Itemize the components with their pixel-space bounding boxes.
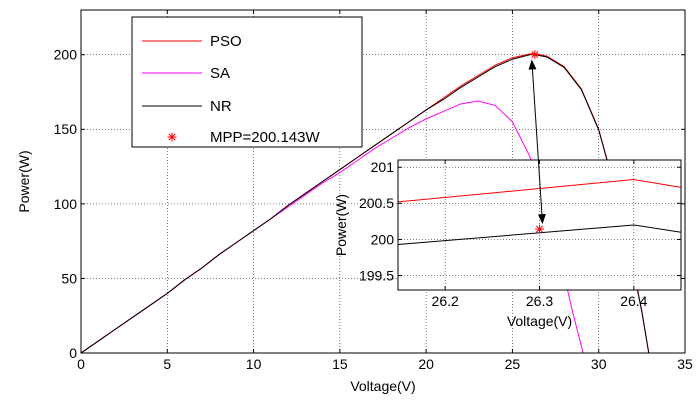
main-mpp-marker	[530, 50, 540, 60]
inset-y-tick-label: 201	[371, 159, 395, 175]
main-x-tick-label: 15	[332, 356, 348, 372]
legend-label-pso: PSO	[210, 33, 242, 50]
legend-label-sa: SA	[210, 65, 230, 82]
inset-mpp-marker	[535, 224, 544, 234]
legend-label-nr: NR	[210, 98, 232, 115]
inset-y-tick-label: 199.5	[359, 267, 394, 283]
legend-mpp-marker	[167, 132, 177, 142]
main-series-group	[81, 53, 650, 353]
main-y-tick-label: 50	[61, 270, 77, 286]
inset-series-pso	[398, 178, 681, 203]
inset-x-tick-label: 26.3	[526, 293, 553, 309]
legend-label-mpp: MPP=200.143W	[210, 129, 320, 146]
main-y-axis-label: Power(W)	[16, 150, 32, 212]
legend: PSO SA NR MPP=200.143W	[131, 16, 363, 148]
mpp-star-stroke	[531, 51, 539, 59]
inset-x-axis-label: Voltage(V)	[507, 313, 572, 329]
main-x-tick-label: 5	[163, 356, 171, 372]
mpp-star-stroke	[535, 225, 544, 233]
main-y-tick-label: 100	[54, 196, 78, 212]
mpp-star-stroke	[168, 133, 176, 141]
main-y-tick-label: 0	[69, 345, 77, 361]
main-x-axis-label: Voltage(V)	[350, 378, 415, 394]
main-y-tick-label: 150	[54, 121, 78, 137]
main-x-tick-label: 35	[677, 356, 693, 372]
main-x-tick-label: 20	[418, 356, 434, 372]
inset-series-group	[398, 178, 681, 245]
main-y-tick-label: 200	[54, 47, 78, 63]
main-frame	[80, 9, 686, 354]
main-x-tick-label: 0	[77, 356, 85, 372]
inset-y-tick-label: 200	[371, 231, 395, 247]
mpp-annotation-arrow	[531, 60, 546, 225]
legend-box	[131, 16, 363, 148]
main-series-nr	[81, 54, 650, 353]
inset-series-nr	[398, 224, 681, 245]
inset-x-tick-label: 26.4	[620, 293, 647, 309]
inset-y-tick-label: 200.5	[359, 195, 394, 211]
main-x-tick-label: 10	[246, 356, 262, 372]
main-x-tick-label: 30	[591, 356, 607, 372]
inset-y-axis-label: Power(W)	[333, 194, 349, 256]
main-x-tick-label: 25	[505, 356, 521, 372]
inset-x-tick-label: 26.2	[432, 293, 459, 309]
